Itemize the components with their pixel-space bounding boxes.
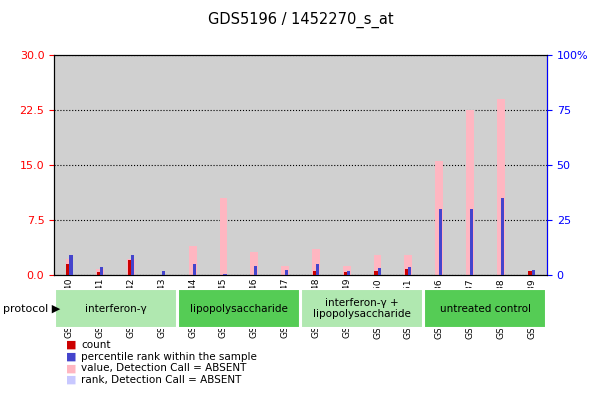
Bar [497,99,505,275]
Bar [66,259,73,275]
Bar [147,287,177,330]
Text: count: count [81,340,111,350]
Bar [485,287,516,330]
Bar [189,246,197,275]
Bar [300,55,331,275]
Text: percentile rank within the sample: percentile rank within the sample [81,352,257,362]
Bar [70,255,73,275]
Bar [285,270,288,275]
Bar [66,264,70,275]
Bar [331,55,362,275]
Bar [208,287,239,330]
Bar [312,250,320,275]
Bar [254,266,257,275]
Bar [85,287,115,330]
Bar [147,55,177,275]
Bar [405,269,408,275]
Bar [162,271,165,275]
Bar [404,255,412,275]
Bar [454,287,485,330]
Bar [470,209,473,275]
Bar [435,162,443,275]
Bar [331,287,362,330]
Bar [313,272,316,275]
Bar [178,289,300,328]
Bar [208,55,239,275]
Bar [54,55,85,275]
Bar [316,264,319,275]
Bar [374,255,382,275]
Bar [424,289,546,328]
Bar [100,267,103,275]
Bar [501,198,504,275]
Bar [270,55,300,275]
Bar [224,274,227,275]
Bar [424,287,454,330]
Bar [115,287,147,330]
Bar [439,209,442,275]
Text: value, Detection Call = ABSENT: value, Detection Call = ABSENT [81,364,246,373]
Text: untreated control: untreated control [440,303,531,314]
Bar [393,55,424,275]
Bar [362,287,393,330]
Text: ■: ■ [66,364,76,373]
Bar [128,261,131,275]
Bar [251,252,258,275]
Bar [193,264,196,275]
Bar [343,266,350,275]
Bar [131,255,134,275]
Text: ■: ■ [66,352,76,362]
Bar [301,289,423,328]
Text: ■: ■ [66,375,76,385]
Bar [177,287,208,330]
Bar [344,272,347,275]
Bar [424,55,454,275]
Bar [85,55,115,275]
Bar [531,270,535,275]
Bar [177,55,208,275]
Bar [466,110,474,275]
Bar [528,272,531,275]
Bar [127,259,135,275]
Bar [347,271,350,275]
Text: rank, Detection Call = ABSENT: rank, Detection Call = ABSENT [81,375,242,385]
Bar [115,55,147,275]
Text: interferon-γ: interferon-γ [85,303,147,314]
Text: protocol ▶: protocol ▶ [3,303,60,314]
Bar [281,266,289,275]
Bar [219,198,227,275]
Bar [374,272,377,275]
Bar [55,289,177,328]
Bar [96,269,104,275]
Bar [97,272,100,275]
Text: interferon-γ +
lipopolysaccharide: interferon-γ + lipopolysaccharide [313,298,411,319]
Bar [239,55,270,275]
Text: GDS5196 / 1452270_s_at: GDS5196 / 1452270_s_at [208,12,393,28]
Bar [408,267,411,275]
Bar [362,55,393,275]
Bar [393,287,424,330]
Bar [300,287,331,330]
Text: lipopolysaccharide: lipopolysaccharide [190,303,288,314]
Bar [239,287,270,330]
Text: ■: ■ [66,340,76,350]
Bar [377,268,380,275]
Bar [270,287,300,330]
Bar [486,55,516,275]
Bar [454,55,486,275]
Bar [516,55,547,275]
Bar [54,287,85,330]
Bar [516,287,547,330]
